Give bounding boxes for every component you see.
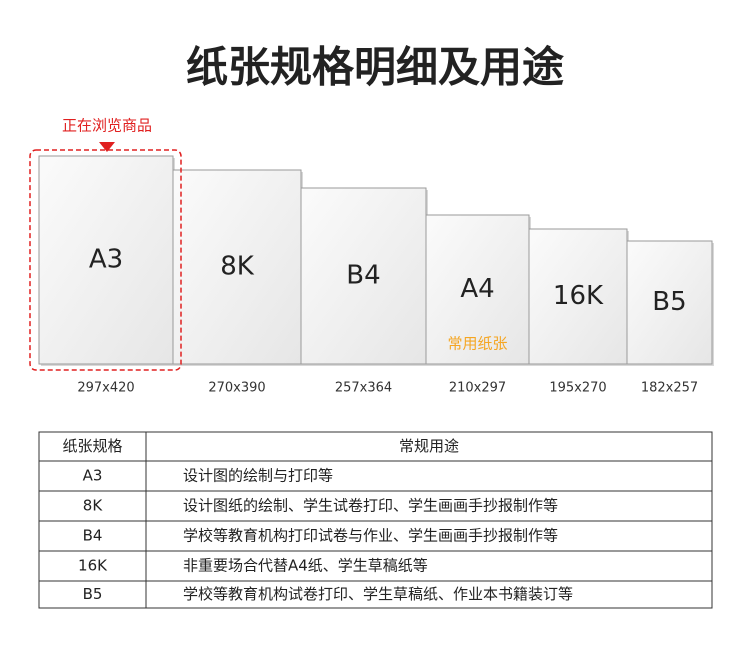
paper	[172, 169, 302, 365]
usage-cell: 学校等教育机构试卷打印、学生草稿纸、作业本书籍装订等	[183, 585, 573, 603]
usage-cell: 学校等教育机构打印试卷与作业、学生画画手抄报制作等	[183, 527, 558, 545]
usage-table: 纸张规格 常规用途 A3 设计图的绘制与打印等 8K 设计图纸的绘制、学生试卷打印、学生画…	[38, 431, 713, 609]
size-cell: 8K	[83, 497, 104, 515]
paper	[425, 214, 530, 365]
paper-size: 297x420	[77, 381, 134, 396]
paper-name: 16K	[553, 281, 604, 311]
size-cell: 16K	[78, 557, 108, 575]
usage-cell: 非重要场合代替A4纸、学生草稿纸等	[183, 557, 428, 575]
header-cell: 常规用途	[399, 437, 459, 455]
paper	[38, 155, 174, 365]
paper-name: A3	[89, 245, 123, 275]
badge-arrow	[99, 142, 115, 152]
paper-name: 8K	[220, 252, 255, 282]
papers: A3 297x420 8K 270x390 B4 257x364 A4 常用纸张 210x297…	[38, 155, 714, 396]
title: 纸张规格明细及用途	[186, 43, 564, 92]
paper-name: B5	[652, 287, 686, 317]
paper-name: B4	[346, 261, 380, 291]
paper-size: 257x364	[335, 381, 392, 396]
size-cell: B4	[83, 527, 103, 545]
paper-size: 210x297	[449, 381, 506, 396]
paper-size: 182x257	[641, 381, 698, 396]
paper	[626, 240, 713, 365]
current-frame	[29, 149, 182, 371]
usage-cell: 设计图的绘制与打印等	[183, 467, 333, 485]
paper-size: 270x390	[208, 381, 265, 396]
paper-size: 195x270	[549, 381, 606, 396]
badge: 正在浏览商品	[62, 117, 152, 135]
paper-name: A4	[460, 274, 494, 304]
paper-note: 常用纸张	[447, 335, 507, 353]
size-cell: B5	[83, 585, 103, 603]
usage-cell: 设计图纸的绘制、学生试卷打印、学生画画手抄报制作等	[183, 497, 558, 515]
header-cell: 纸张规格	[62, 437, 122, 455]
size-cell: A3	[83, 467, 103, 485]
table-border	[38, 431, 713, 609]
paper	[300, 187, 427, 365]
